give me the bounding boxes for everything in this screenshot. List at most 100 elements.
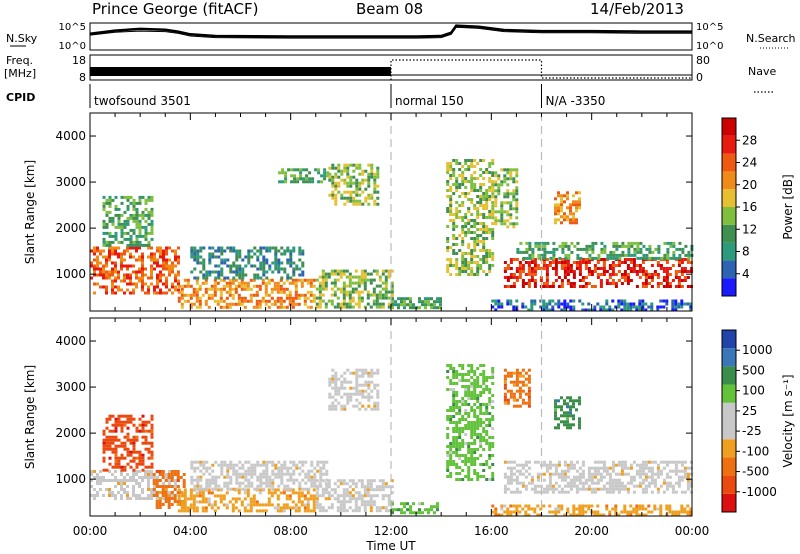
heatmap-cell (244, 484, 248, 488)
heatmap-cell (563, 414, 566, 418)
heatmap-cell (108, 255, 111, 259)
heatmap-cell (677, 513, 681, 517)
heatmap-cell (268, 475, 272, 479)
heatmap-cell (660, 256, 664, 260)
heatmap-cell (593, 487, 597, 491)
heatmap-cell (315, 278, 319, 282)
heatmap-cell (291, 500, 295, 504)
heatmap-cell (375, 506, 379, 510)
heatmap-cell (273, 284, 277, 288)
heatmap-cell (342, 305, 346, 309)
heatmap-cell (199, 460, 203, 464)
heatmap-cell (581, 487, 585, 491)
heatmap-cell (226, 481, 230, 485)
heatmap-cell (455, 273, 459, 276)
heatmap-cell (321, 272, 325, 276)
heatmap-cell (331, 178, 335, 182)
heatmap-cell (102, 264, 105, 268)
heatmap-cell (102, 444, 106, 448)
heatmap-cell (132, 450, 136, 454)
heatmap-cell (202, 276, 206, 280)
heatmap-cell (286, 258, 290, 262)
heatmap-cell (569, 221, 572, 225)
heatmap-cell (467, 469, 471, 472)
heatmap-cell (518, 267, 522, 270)
heatmap-cell (542, 264, 546, 267)
heatmap-cell (545, 270, 549, 273)
heatmap-cell (123, 420, 127, 424)
heatmap-cell (294, 284, 298, 288)
heatmap-cell (554, 405, 557, 409)
heatmap-cell (632, 510, 636, 514)
heatmap-cell (455, 225, 459, 228)
heatmap-cell (666, 241, 670, 245)
heatmap-cell (195, 290, 199, 294)
heatmap-cell (581, 460, 585, 464)
heatmap-cell (126, 288, 129, 292)
heatmap-cell (524, 392, 528, 396)
heatmap-cell (671, 264, 675, 267)
heatmap-cell (150, 476, 153, 479)
heatmap-cell (240, 503, 244, 507)
heatmap-cell (276, 281, 280, 285)
heatmap-cell (325, 484, 329, 488)
heatmap-cell (330, 299, 334, 303)
heatmap-cell (509, 302, 513, 306)
heatmap-cell (370, 196, 374, 200)
heatmap-cell (665, 504, 669, 508)
heatmap-cell (503, 472, 507, 476)
heatmap-cell (449, 448, 453, 451)
heatmap-cell (464, 400, 468, 403)
heatmap-cell (237, 296, 241, 300)
heatmap-cell (370, 395, 374, 399)
heatmap-cell (455, 412, 459, 415)
heatmap-cell (114, 453, 118, 457)
heatmap-cell (280, 466, 284, 470)
heatmap-cell (497, 299, 501, 303)
heatmap-cell (348, 281, 352, 285)
heatmap-cell (605, 282, 609, 285)
heatmap-cell (330, 269, 334, 273)
heatmap-cell (491, 252, 495, 255)
heatmap-cell (611, 267, 615, 270)
heatmap-cell (515, 299, 519, 303)
heatmap-cell (315, 296, 319, 300)
heatmap-cell (349, 181, 353, 185)
heatmap-cell (626, 258, 630, 261)
heatmap-cell (494, 513, 498, 517)
heatmap-cell (455, 406, 459, 409)
heatmap-cell (342, 290, 346, 294)
heatmap-cell (620, 276, 624, 279)
heatmap-cell (259, 261, 263, 265)
heatmap-cell (114, 485, 117, 488)
heatmap-cell (476, 210, 480, 213)
heatmap-cell (455, 451, 459, 454)
heatmap-cell (659, 267, 663, 270)
heatmap-cell (155, 470, 159, 473)
heatmap-cell (108, 273, 111, 277)
heatmap-cell (337, 184, 341, 188)
heatmap-cell (575, 267, 579, 270)
heatmap-cell (114, 426, 118, 430)
heatmap-cell (665, 273, 669, 276)
heatmap-cell (367, 395, 371, 399)
heatmap-cell (390, 287, 394, 291)
heatmap-cell (361, 389, 365, 393)
heatmap-cell (647, 484, 651, 488)
heatmap-cell (120, 468, 124, 472)
heatmap-cell (147, 246, 150, 250)
heatmap-cell (337, 392, 341, 396)
heatmap-cell (599, 285, 603, 288)
heatmap-cell (189, 284, 193, 288)
heatmap-cell (641, 282, 645, 285)
heatmap-cell (147, 482, 150, 485)
heatmap-cell (306, 281, 310, 285)
heatmap-cell (569, 282, 573, 285)
heatmap-cell (372, 500, 376, 504)
heatmap-cell (135, 270, 138, 274)
heatmap-cell (268, 460, 272, 464)
heatmap-cell (488, 376, 492, 379)
heatmap-cell (123, 249, 126, 253)
heatmap-cell (250, 472, 254, 476)
